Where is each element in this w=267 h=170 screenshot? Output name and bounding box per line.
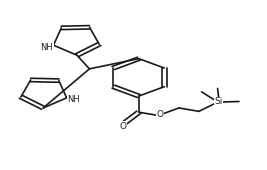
Text: NH: NH (41, 43, 53, 52)
Text: O: O (157, 110, 164, 119)
Text: O: O (119, 122, 126, 131)
Text: NH: NH (67, 95, 80, 104)
Text: Si: Si (214, 98, 223, 106)
